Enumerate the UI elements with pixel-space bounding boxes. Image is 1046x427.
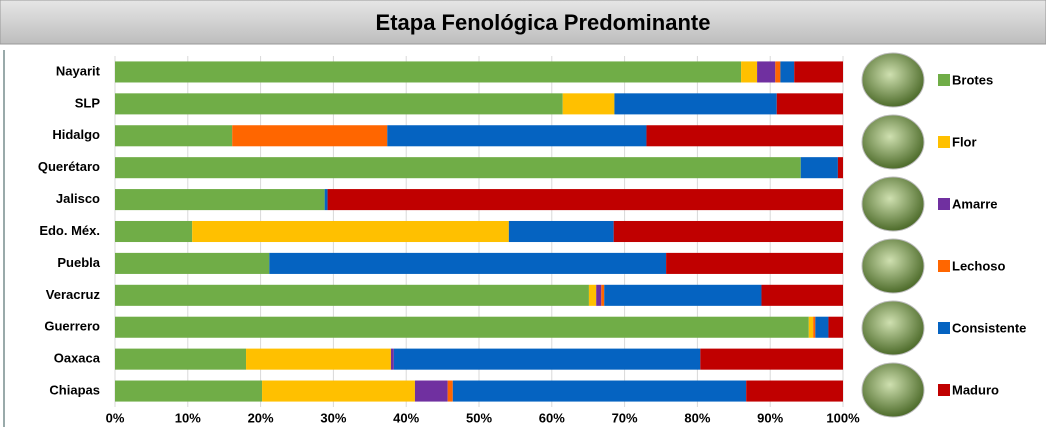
y-tick-label: Querétaro (38, 159, 100, 174)
bar-segment (601, 284, 605, 306)
bar-segment (700, 348, 843, 370)
legend-label: Brotes (952, 72, 993, 87)
bar-segment (646, 125, 843, 147)
legend-label: Flor (952, 134, 977, 149)
legend-label: Maduro (952, 382, 999, 397)
y-tick-label: Veracruz (46, 287, 101, 302)
y-tick-label: Hidalgo (52, 127, 100, 142)
bar-segment (614, 93, 777, 115)
x-tick-label: 90% (757, 410, 783, 425)
bar-segment (828, 316, 843, 338)
y-tick-label: Oaxaca (54, 351, 101, 366)
bar-segment (604, 284, 762, 306)
chart-title: Etapa Fenológica Predominante (376, 10, 711, 35)
legend-swatch (938, 384, 950, 396)
y-tick-label: Chiapas (49, 382, 100, 397)
bar-segment (232, 125, 388, 147)
legend-label: Consistente (952, 320, 1026, 335)
bar-segment (815, 316, 829, 338)
bar-segment (447, 380, 453, 402)
bar-segment (666, 252, 843, 274)
x-tick-label: 20% (248, 410, 274, 425)
x-tick-label: 50% (466, 410, 492, 425)
bar-segment (327, 189, 843, 211)
y-tick-label: Puebla (57, 255, 100, 270)
y-tick-label: Edo. Méx. (39, 223, 100, 238)
y-tick-label: SLP (75, 95, 101, 110)
bar-segment (780, 61, 795, 83)
bar-segment (115, 61, 742, 83)
bar-segment (813, 316, 816, 338)
bar-segment (746, 380, 843, 402)
x-tick-label: 80% (684, 410, 710, 425)
legend-swatch (938, 136, 950, 148)
bar-segment (452, 380, 747, 402)
bar-segment (115, 189, 325, 211)
bar-segment (562, 93, 615, 115)
legend-photo (861, 176, 925, 232)
bar-segment (757, 61, 776, 83)
legend-photo (861, 238, 925, 294)
bar-segment (115, 284, 589, 306)
legend-swatch (938, 74, 950, 86)
bar-segment (115, 380, 263, 402)
bar-segment (588, 284, 597, 306)
bar-segment (192, 220, 509, 243)
x-tick-label: 30% (320, 410, 346, 425)
bar-segment (808, 316, 814, 338)
legend-swatch (938, 260, 950, 272)
legend-swatch (938, 322, 950, 334)
bar-segment (794, 61, 843, 83)
y-tick-label: Guerrero (44, 319, 100, 334)
bar-segment (115, 348, 247, 370)
bar-segment (387, 125, 647, 147)
bar-segment (837, 157, 843, 179)
bar-segment (390, 348, 394, 370)
bar-segment (115, 157, 801, 179)
x-tick-label: 10% (175, 410, 201, 425)
x-tick-label: 100% (826, 410, 860, 425)
y-tick-label: Jalisco (56, 191, 100, 206)
bar-segment (596, 284, 602, 306)
legend-photo (861, 52, 925, 108)
bar-segment (776, 93, 843, 115)
y-tick-label: Nayarit (56, 63, 101, 78)
title-bar (0, 0, 1046, 45)
x-tick-label: 70% (612, 410, 638, 425)
legend-photo (861, 362, 925, 418)
bar-segment (613, 220, 843, 243)
bar-segment (262, 380, 415, 402)
bar-segment (393, 348, 701, 370)
bar-segment (508, 220, 614, 243)
x-tick-label: 40% (393, 410, 419, 425)
bar-segment (115, 125, 233, 147)
legend-label: Lechoso (952, 258, 1006, 273)
bar-segment (414, 380, 448, 402)
bar-segment (775, 61, 781, 83)
bar-segment (246, 348, 391, 370)
legend-photo (861, 300, 925, 356)
bar-segment (800, 157, 838, 179)
bar-segment (115, 252, 270, 274)
legend-photo (861, 114, 925, 170)
bar-segment (115, 220, 193, 243)
bar-segment (115, 93, 563, 115)
bar-segment (324, 189, 328, 211)
bar-segment (269, 252, 667, 274)
x-tick-label: 0% (106, 410, 125, 425)
bar-segment (761, 284, 843, 306)
x-tick-label: 60% (539, 410, 565, 425)
bar-segment (115, 316, 809, 338)
bar-segment (741, 61, 758, 83)
legend-label: Amarre (952, 196, 998, 211)
legend-swatch (938, 198, 950, 210)
